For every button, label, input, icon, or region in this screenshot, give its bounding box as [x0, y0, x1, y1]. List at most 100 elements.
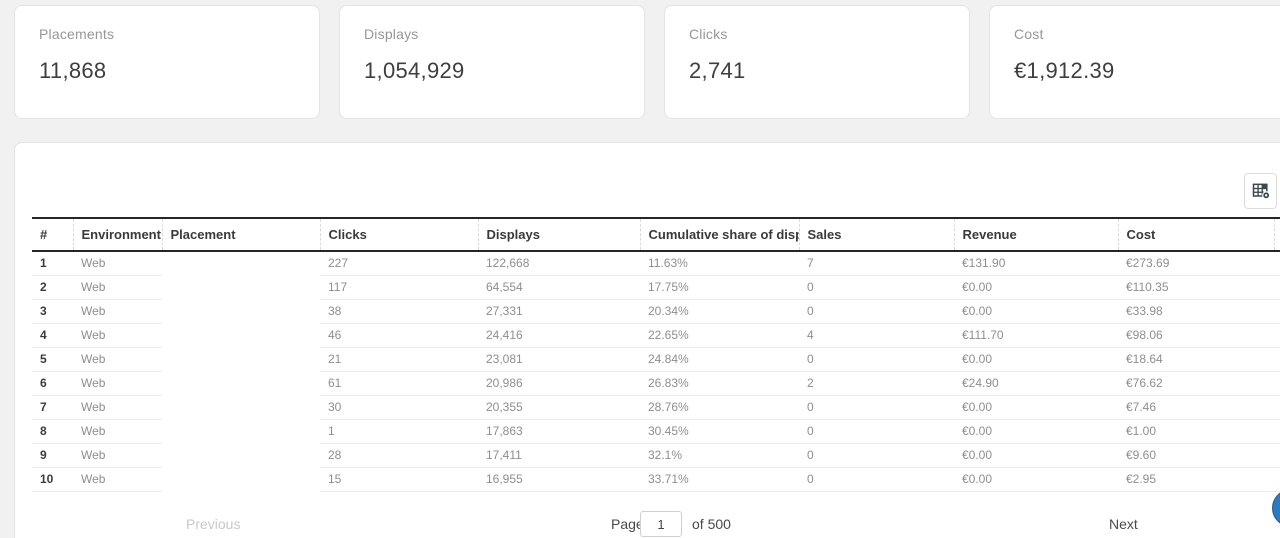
cell-sales: 0	[799, 395, 954, 420]
cell-displays: 27,331	[478, 299, 640, 324]
cell-cumulative-share: 11.63%	[640, 251, 799, 276]
table-row: 3 Web 38 27,331 20.34% 0 €0.00 €33.98	[32, 299, 1280, 324]
table-row: 8 Web 1 17,863 30.45% 0 €0.00 €1.00	[32, 419, 1280, 444]
cell-rank: 1	[32, 251, 73, 276]
cell-rank: 2	[32, 275, 73, 300]
cell-displays: 23,081	[478, 347, 640, 372]
cell-stub	[1274, 347, 1280, 372]
cell-cumulative-share: 22.65%	[640, 323, 799, 348]
cell-rank: 5	[32, 347, 73, 372]
cell-cost: €76.62	[1118, 371, 1274, 396]
cell-cost: €98.06	[1118, 323, 1274, 348]
cell-clicks: 21	[320, 347, 478, 372]
cell-clicks: 117	[320, 275, 478, 300]
cell-environment: Web	[73, 395, 162, 420]
table-columns-gear-icon	[1252, 183, 1270, 200]
cell-revenue: €0.00	[954, 467, 1118, 492]
placements-table: # Environment Placement Clicks Displays …	[32, 217, 1280, 492]
pagination-next-button[interactable]: Next	[1109, 516, 1138, 532]
cell-cost: €7.46	[1118, 395, 1274, 420]
column-settings-button[interactable]	[1244, 173, 1277, 209]
cell-rank: 6	[32, 371, 73, 396]
kpi-card-value: €1,912.39	[1014, 58, 1115, 83]
cell-stub	[1274, 251, 1280, 276]
cell-placement	[162, 299, 320, 323]
cell-rank: 10	[32, 467, 73, 492]
column-header-revenue[interactable]: Revenue	[954, 217, 1119, 252]
cell-clicks: 30	[320, 395, 478, 420]
cell-sales: 2	[799, 371, 954, 396]
column-header-sales[interactable]: Sales	[799, 217, 955, 252]
cell-environment: Web	[73, 347, 162, 372]
cell-environment: Web	[73, 419, 162, 444]
pagination-total-pages-label: of 500	[692, 516, 731, 532]
cell-revenue: €131.90	[954, 251, 1118, 276]
cell-rank: 3	[32, 299, 73, 324]
cell-placement	[162, 275, 320, 299]
kpi-card-value: 1,054,929	[364, 58, 465, 83]
cell-cost: €9.60	[1118, 443, 1274, 468]
cell-sales: 0	[799, 275, 954, 300]
kpi-card-label: Placements	[39, 26, 115, 42]
column-header-clicks[interactable]: Clicks	[320, 217, 479, 252]
cell-placement	[162, 395, 320, 419]
cell-placement	[162, 419, 320, 443]
cell-clicks: 46	[320, 323, 478, 348]
column-header-cumulative-share[interactable]: Cumulative share of displays	[640, 217, 800, 252]
cell-cost: €33.98	[1118, 299, 1274, 324]
cell-stub	[1274, 323, 1280, 348]
cell-cost: €1.00	[1118, 419, 1274, 444]
kpi-card-value: 2,741	[689, 58, 746, 83]
cell-sales: 7	[799, 251, 954, 276]
cell-revenue: €24.90	[954, 371, 1118, 396]
cell-revenue: €0.00	[954, 347, 1118, 372]
cell-clicks: 28	[320, 443, 478, 468]
cell-displays: 17,863	[478, 419, 640, 444]
cell-sales: 0	[799, 467, 954, 492]
cell-revenue: €0.00	[954, 275, 1118, 300]
cell-cost: €2.95	[1118, 467, 1274, 492]
table-row: 5 Web 21 23,081 24.84% 0 €0.00 €18.64	[32, 347, 1280, 372]
cell-clicks: 227	[320, 251, 478, 276]
cell-placement	[162, 323, 320, 347]
cell-sales: 0	[799, 347, 954, 372]
column-header-rank[interactable]: #	[32, 217, 74, 252]
cell-placement	[162, 467, 320, 491]
column-header-displays[interactable]: Displays	[478, 217, 641, 252]
cell-environment: Web	[73, 299, 162, 324]
cell-cumulative-share: 33.71%	[640, 467, 799, 492]
cell-sales: 0	[799, 299, 954, 324]
kpi-cards-row: Placements 11,868 Displays 1,054,929 Cli…	[14, 5, 1280, 119]
cell-displays: 17,411	[478, 443, 640, 468]
cell-environment: Web	[73, 251, 162, 276]
cell-cumulative-share: 24.84%	[640, 347, 799, 372]
table-row: 6 Web 61 20,986 26.83% 2 €24.90 €76.62	[32, 371, 1280, 396]
table-card: # Environment Placement Clicks Displays …	[14, 142, 1280, 538]
cell-placement	[162, 347, 320, 371]
kpi-card-cost: Cost €1,912.39	[989, 5, 1280, 119]
column-header-environment[interactable]: Environment	[73, 217, 163, 252]
cell-sales: 0	[799, 419, 954, 444]
cell-placement	[162, 443, 320, 467]
cell-sales: 4	[799, 323, 954, 348]
cell-cost: €18.64	[1118, 347, 1274, 372]
cell-rank: 4	[32, 323, 73, 348]
table-row: 2 Web 117 64,554 17.75% 0 €0.00 €110.35	[32, 275, 1280, 300]
column-header-cost[interactable]: Cost	[1118, 217, 1275, 252]
cell-stub	[1274, 419, 1280, 444]
cell-environment: Web	[73, 443, 162, 468]
cell-cumulative-share: 17.75%	[640, 275, 799, 300]
page-number-input[interactable]	[640, 511, 682, 537]
pagination-previous-button[interactable]: Previous	[186, 516, 241, 532]
cell-placement	[162, 251, 320, 275]
column-header-placement[interactable]: Placement	[162, 217, 321, 252]
cell-sales: 0	[799, 443, 954, 468]
cell-environment: Web	[73, 371, 162, 396]
cell-stub	[1274, 443, 1280, 468]
cell-stub	[1274, 395, 1280, 420]
cell-environment: Web	[73, 275, 162, 300]
kpi-card-placements: Placements 11,868	[14, 5, 320, 119]
cell-revenue: €0.00	[954, 419, 1118, 444]
cell-clicks: 38	[320, 299, 478, 324]
